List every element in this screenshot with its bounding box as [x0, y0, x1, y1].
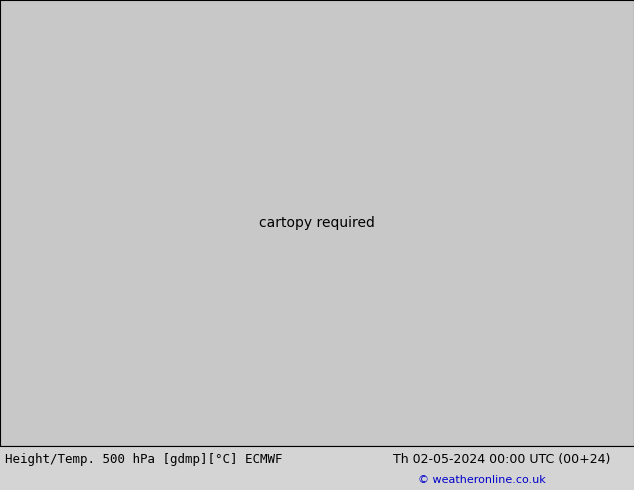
Text: cartopy required: cartopy required [259, 216, 375, 230]
Text: © weatheronline.co.uk: © weatheronline.co.uk [418, 475, 546, 485]
Text: Th 02-05-2024 00:00 UTC (00+24): Th 02-05-2024 00:00 UTC (00+24) [393, 453, 611, 466]
Text: Height/Temp. 500 hPa [gdmp][°C] ECMWF: Height/Temp. 500 hPa [gdmp][°C] ECMWF [5, 453, 283, 466]
